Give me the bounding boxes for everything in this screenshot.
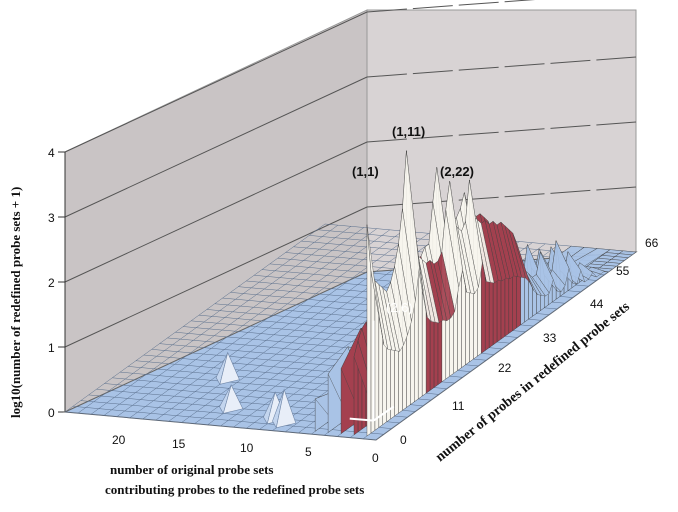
annotation-line — [373, 405, 395, 422]
annotation-line — [349, 417, 374, 422]
surface-peak — [222, 384, 244, 414]
y-tick-label: 11 — [452, 399, 465, 413]
wall-gridline — [64, 141, 368, 283]
annotation-label: (1,11) — [392, 124, 425, 139]
y-tick-label: 55 — [616, 264, 630, 278]
floor-gridline — [64, 411, 377, 441]
floor-gridline — [142, 230, 403, 420]
y-axis: 0 11 22 33 44 55 66 — [400, 236, 659, 447]
y-tick-label: 33 — [543, 331, 557, 345]
x-axis-title-line2: contributing probes to the redefined pro… — [105, 482, 364, 497]
z-axis: 0 1 2 3 4 — [48, 146, 55, 420]
annotation-markers — [349, 320, 395, 422]
wall-gridline — [64, 76, 368, 218]
y-tick-label: 66 — [645, 236, 659, 250]
floor-gridline — [64, 223, 326, 413]
floor-gridline — [168, 233, 429, 422]
x-tick-label: 0 — [372, 451, 379, 465]
floor-gridline — [90, 226, 352, 415]
z-axis-title: log10(number of redefined probe sets + 1… — [8, 187, 23, 418]
y-tick-label: 0 — [400, 433, 407, 447]
annotation-label: (1,1) — [352, 164, 379, 179]
y-tick-label: 22 — [498, 361, 512, 375]
surface-facet — [366, 224, 385, 345]
wall-gridline — [64, 11, 368, 153]
x-tick-label: 10 — [240, 441, 254, 455]
z-tick-label: 1 — [48, 341, 55, 355]
z-tick-label: 0 — [48, 406, 55, 420]
floor-gridline — [116, 228, 377, 417]
surface-peak — [275, 388, 297, 429]
surface-peak — [219, 351, 240, 385]
z-tick-label: 4 — [48, 146, 55, 160]
floor-gridline — [77, 224, 339, 414]
z-tick-label: 2 — [48, 276, 55, 290]
surface-mesh — [215, 150, 637, 437]
annotation-label: (2,22) — [440, 164, 474, 179]
annotation-label: (2,6) — [386, 300, 413, 315]
y-tick-label: 44 — [590, 297, 604, 311]
z-tick-label: 3 — [48, 211, 55, 225]
x-axis-title-line1: number of original probe sets — [110, 462, 273, 477]
floor-gridline — [103, 227, 365, 416]
x-tick-label: 5 — [305, 445, 312, 459]
x-tick-label: 20 — [112, 433, 126, 447]
floor-gridline — [129, 229, 390, 419]
x-axis: 20 15 10 5 0 — [112, 433, 379, 465]
floor-gridline — [375, 251, 637, 441]
x-tick-label: 15 — [172, 437, 186, 451]
